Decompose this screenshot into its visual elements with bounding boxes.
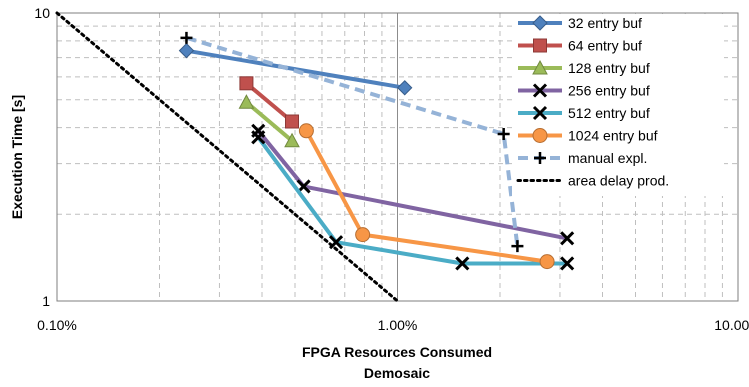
legend-marker xyxy=(534,152,546,164)
series-line xyxy=(55,11,399,303)
series-7 xyxy=(55,11,399,303)
data-point xyxy=(560,231,575,246)
data-point xyxy=(180,31,193,44)
legend-entry: 1024 entry buf xyxy=(518,128,658,144)
y-tick-label: 10 xyxy=(34,5,50,21)
data-point xyxy=(397,80,413,96)
legend-marker xyxy=(532,15,548,31)
legend-entry: 128 entry buf xyxy=(518,59,650,76)
legend-marker xyxy=(532,105,548,121)
series-6 xyxy=(180,31,524,253)
data-point xyxy=(238,94,255,109)
data-point xyxy=(511,240,524,253)
legend-entry: 64 entry buf xyxy=(518,38,642,54)
legend-label: 256 entry buf xyxy=(568,83,650,99)
series-2 xyxy=(238,94,300,148)
legend-entry: 512 entry buf xyxy=(518,105,650,121)
x-tick-label: 10.00% xyxy=(714,317,749,333)
data-point xyxy=(285,114,300,129)
data-point xyxy=(178,42,195,59)
legend-label: area delay prod. xyxy=(568,173,669,189)
legend-label: 512 entry buf xyxy=(568,105,650,121)
legend-label: 64 entry buf xyxy=(568,38,642,54)
x-axis-title-line2: Demosaic xyxy=(364,365,430,381)
series-line xyxy=(256,136,568,266)
legend-entry: manual expl. xyxy=(518,150,647,166)
data-point xyxy=(239,76,254,91)
tick-labels: 0.10% 1.00% 10.00% 1 10 xyxy=(34,5,749,333)
data-point xyxy=(455,256,470,271)
legend-label: 128 entry buf xyxy=(568,60,650,76)
data-point xyxy=(539,254,555,270)
data-point xyxy=(298,123,314,139)
data-point xyxy=(355,227,371,243)
legend-label: 32 entry buf xyxy=(568,15,642,31)
legend-label: manual expl. xyxy=(568,150,647,166)
legend-marker xyxy=(532,83,548,98)
x-tick-label: 0.10% xyxy=(37,317,77,333)
series-1 xyxy=(239,76,300,129)
legend-entry: 256 entry buf xyxy=(518,83,650,99)
legend-marker xyxy=(532,128,548,143)
legend-marker xyxy=(532,59,548,75)
data-point xyxy=(251,130,266,145)
series-4 xyxy=(251,130,575,271)
x-tick-label: 1.00% xyxy=(378,317,418,333)
series-line xyxy=(185,35,520,247)
series-5 xyxy=(298,123,555,270)
x-axis-title: FPGA Resources Consumed xyxy=(302,344,492,360)
y-axis-title: Execution Time [s] xyxy=(9,95,25,219)
legend-marker xyxy=(533,38,547,53)
y-tick-label: 1 xyxy=(42,293,50,309)
data-point xyxy=(497,128,510,141)
legend-entry: 32 entry buf xyxy=(518,15,642,31)
series-layer xyxy=(55,11,575,303)
legend: 32 entry buf 64 entry buf 128 entry buf 256… xyxy=(512,14,724,196)
series-line xyxy=(245,81,294,124)
legend-label: 1024 entry buf xyxy=(568,128,658,144)
legend-entry: area delay prod. xyxy=(516,173,669,189)
data-point xyxy=(560,256,575,271)
data-point xyxy=(284,132,300,148)
